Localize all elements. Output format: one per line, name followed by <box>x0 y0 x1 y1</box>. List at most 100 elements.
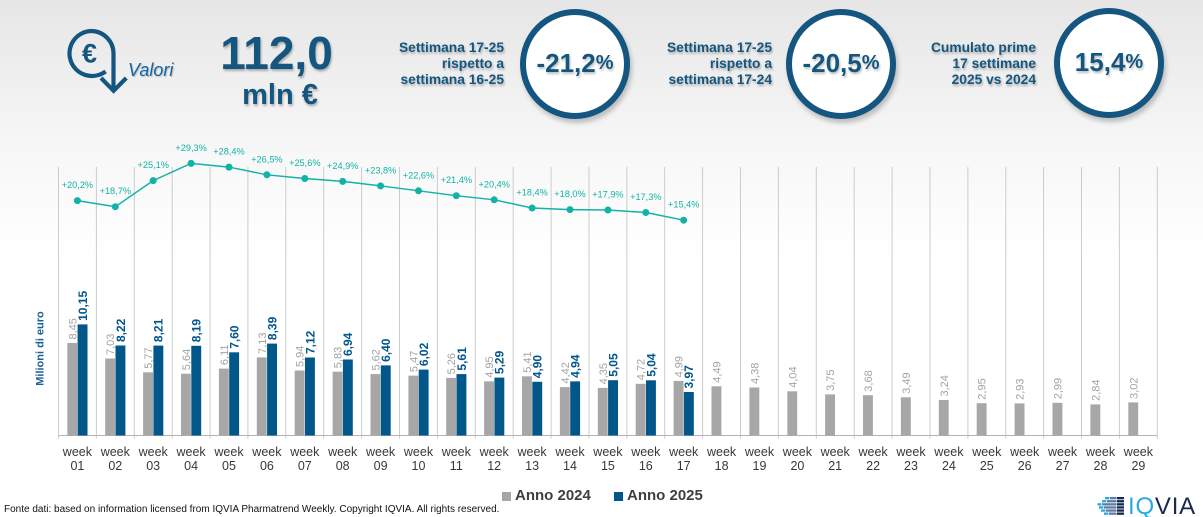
svg-text:+24,9%: +24,9% <box>327 161 358 171</box>
svg-text:week: week <box>289 445 320 459</box>
svg-text:+17,9%: +17,9% <box>592 190 623 200</box>
svg-text:4,72: 4,72 <box>636 359 648 380</box>
svg-text:5,26: 5,26 <box>446 353 458 374</box>
svg-text:week: week <box>1009 445 1040 459</box>
svg-text:week: week <box>782 445 813 459</box>
svg-text:23: 23 <box>904 459 918 473</box>
svg-text:12: 12 <box>487 459 501 473</box>
svg-text:3,68: 3,68 <box>863 370 875 391</box>
svg-text:2,84: 2,84 <box>1090 379 1102 400</box>
svg-text:26: 26 <box>1018 459 1032 473</box>
svg-text:3,49: 3,49 <box>901 372 913 393</box>
svg-text:5,61: 5,61 <box>455 347 469 371</box>
svg-text:22: 22 <box>866 459 880 473</box>
svg-text:6,94: 6,94 <box>341 332 355 356</box>
svg-text:4,35: 4,35 <box>598 363 610 384</box>
svg-text:+22,6%: +22,6% <box>403 170 434 180</box>
svg-text:3,97: 3,97 <box>682 365 696 389</box>
svg-text:2,93: 2,93 <box>1015 378 1027 399</box>
svg-text:+17,3%: +17,3% <box>630 192 661 202</box>
svg-text:week: week <box>327 445 358 459</box>
svg-text:01: 01 <box>70 459 84 473</box>
svg-text:5,47: 5,47 <box>408 351 420 372</box>
svg-text:5,77: 5,77 <box>143 347 155 368</box>
svg-text:4,90: 4,90 <box>531 355 545 379</box>
svg-text:+18,4%: +18,4% <box>516 188 547 198</box>
svg-text:week: week <box>100 445 131 459</box>
svg-text:week: week <box>858 445 889 459</box>
svg-text:+20,2%: +20,2% <box>62 180 93 190</box>
svg-text:04: 04 <box>184 459 198 473</box>
svg-text:week: week <box>668 445 699 459</box>
svg-text:20: 20 <box>790 459 804 473</box>
svg-text:week: week <box>365 445 396 459</box>
svg-text:7,03: 7,03 <box>105 334 117 355</box>
svg-text:3,24: 3,24 <box>939 375 951 396</box>
svg-text:29: 29 <box>1131 459 1145 473</box>
svg-text:8,45: 8,45 <box>67 318 79 339</box>
svg-text:25: 25 <box>980 459 994 473</box>
svg-text:7,60: 7,60 <box>228 325 242 349</box>
svg-text:+18,7%: +18,7% <box>100 186 131 196</box>
svg-text:15: 15 <box>601 459 615 473</box>
svg-text:6,02: 6,02 <box>417 342 431 366</box>
svg-text:week: week <box>592 445 623 459</box>
svg-text:5,94: 5,94 <box>295 346 307 367</box>
svg-text:week: week <box>630 445 661 459</box>
svg-text:7,13: 7,13 <box>257 332 269 353</box>
svg-text:13: 13 <box>525 459 539 473</box>
svg-text:5,29: 5,29 <box>493 350 507 374</box>
svg-text:Milioni di euro: Milioni di euro <box>35 311 47 386</box>
svg-text:+20,4%: +20,4% <box>478 179 509 189</box>
svg-text:week: week <box>176 445 207 459</box>
svg-text:6,40: 6,40 <box>379 338 393 362</box>
svg-text:4,42: 4,42 <box>560 362 572 383</box>
svg-text:week: week <box>138 445 169 459</box>
svg-text:week: week <box>479 445 510 459</box>
svg-text:3,75: 3,75 <box>825 369 837 390</box>
svg-text:week: week <box>403 445 434 459</box>
svg-text:4,38: 4,38 <box>749 363 761 384</box>
svg-text:5,05: 5,05 <box>606 353 620 377</box>
svg-text:5,83: 5,83 <box>333 347 345 368</box>
svg-text:5,04: 5,04 <box>644 353 658 377</box>
svg-text:28: 28 <box>1094 459 1108 473</box>
svg-text:4,95: 4,95 <box>484 356 496 377</box>
svg-text:8,39: 8,39 <box>265 316 279 340</box>
svg-text:week: week <box>820 445 851 459</box>
svg-text:4,99: 4,99 <box>674 356 686 377</box>
svg-text:week: week <box>706 445 737 459</box>
svg-text:+23,8%: +23,8% <box>365 165 396 175</box>
svg-text:2,95: 2,95 <box>977 378 989 399</box>
svg-text:8,21: 8,21 <box>152 318 166 342</box>
svg-text:6,11: 6,11 <box>219 345 231 366</box>
svg-text:17: 17 <box>677 459 691 473</box>
svg-text:03: 03 <box>146 459 160 473</box>
svg-text:+15,4%: +15,4% <box>668 200 699 210</box>
svg-text:week: week <box>62 445 93 459</box>
svg-text:5,62: 5,62 <box>371 349 383 370</box>
svg-text:week: week <box>971 445 1002 459</box>
svg-text:18: 18 <box>715 459 729 473</box>
svg-text:8,22: 8,22 <box>114 318 128 342</box>
svg-text:+18,0%: +18,0% <box>554 189 585 199</box>
svg-text:+28,4%: +28,4% <box>213 147 244 157</box>
svg-text:week: week <box>744 445 775 459</box>
svg-text:+29,3%: +29,3% <box>175 143 206 153</box>
svg-text:4,49: 4,49 <box>712 361 724 382</box>
svg-text:21: 21 <box>828 459 842 473</box>
svg-text:4,94: 4,94 <box>569 354 583 378</box>
svg-text:24: 24 <box>942 459 956 473</box>
svg-text:week: week <box>554 445 585 459</box>
svg-text:week: week <box>1123 445 1154 459</box>
svg-text:week: week <box>1047 445 1078 459</box>
svg-text:14: 14 <box>563 459 577 473</box>
svg-text:4,04: 4,04 <box>787 366 799 387</box>
svg-text:€: € <box>82 39 97 69</box>
svg-text:VIA: VIA <box>1155 493 1196 517</box>
svg-text:week: week <box>1085 445 1116 459</box>
svg-text:10: 10 <box>412 459 426 473</box>
svg-text:+26,5%: +26,5% <box>251 154 282 164</box>
svg-text:week: week <box>517 445 548 459</box>
svg-text:02: 02 <box>108 459 122 473</box>
